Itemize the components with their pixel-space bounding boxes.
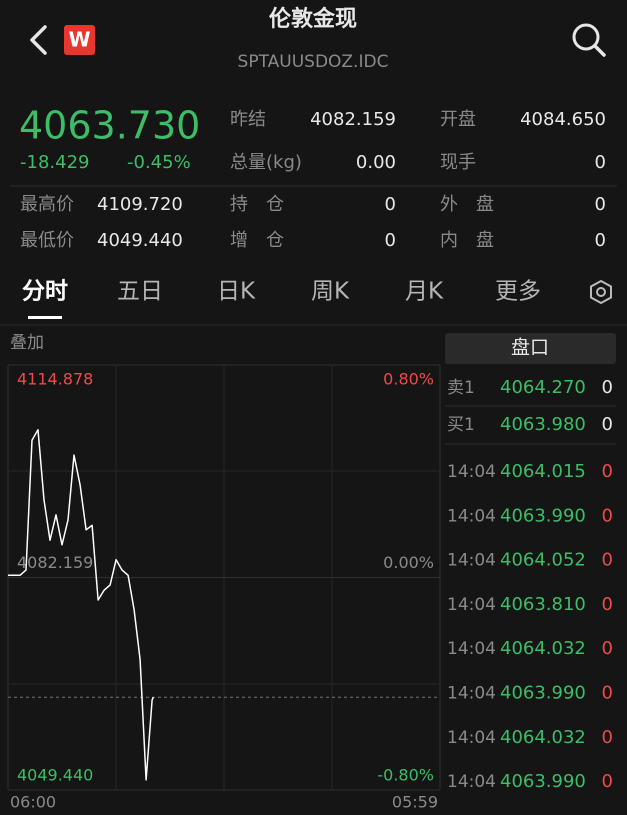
tab[interactable]: 日K [217, 279, 256, 305]
price-change: -18.429 [20, 152, 89, 173]
tab[interactable]: 月K [405, 279, 444, 305]
search-button[interactable] [572, 23, 606, 57]
back-button[interactable] [30, 25, 47, 55]
price-change-pct: -0.45% [127, 152, 191, 173]
trade-time: 14:04 [447, 595, 496, 615]
trade-time: 14:04 [447, 684, 496, 704]
trade-volume: 0 [602, 727, 613, 748]
y-tick-label: 4114.878 [17, 370, 93, 389]
tab-indicator [28, 316, 62, 319]
trade-price: 4064.015 [500, 461, 586, 482]
settings-icon [590, 279, 612, 305]
trade-price: 4063.990 [500, 683, 586, 704]
trade-time: 14:04 [447, 639, 496, 659]
settings-button[interactable] [590, 279, 612, 305]
logo-text: W [68, 28, 90, 52]
trade-volume: 0 [602, 683, 613, 704]
stat-value: 0 [385, 230, 396, 251]
y-tick-label: 4049.440 [17, 766, 93, 785]
book-label: 卖1 [447, 378, 475, 398]
trade-price: 4063.810 [500, 594, 586, 615]
stat-value: 0 [595, 152, 606, 173]
stat-label: 开盘 [440, 109, 476, 130]
search-icon [593, 44, 606, 57]
stat-value: 0 [595, 230, 606, 251]
stat-value: 0 [385, 194, 396, 215]
book-label: 买1 [447, 415, 475, 435]
trade-volume: 0 [602, 771, 613, 792]
trade-volume: 0 [602, 594, 613, 615]
book-price: 4063.980 [500, 414, 586, 435]
trade-time: 14:04 [447, 551, 496, 571]
trade-price: 4063.990 [500, 771, 586, 792]
stat-value: 0 [595, 194, 606, 215]
y2-tick-label: 0.80% [383, 370, 434, 389]
book-volume: 0 [602, 414, 613, 435]
book-price: 4064.270 [500, 377, 586, 398]
stat-label: 最高价 [20, 194, 74, 215]
x-tick-label: 05:59 [392, 793, 438, 812]
y2-tick-label: 0.00% [383, 553, 434, 572]
trade-time: 14:04 [447, 506, 496, 526]
stat-label: 外 盘 [440, 194, 494, 215]
stat-value: 4082.159 [310, 109, 396, 130]
trade-volume: 0 [602, 638, 613, 659]
trade-time: 14:04 [447, 728, 496, 748]
stat-value: 0.00 [356, 152, 396, 173]
overlay-button[interactable]: 叠加 [10, 333, 44, 353]
stat-label: 现手 [440, 152, 476, 173]
trade-price: 4064.052 [500, 550, 586, 571]
tab[interactable]: 更多 [495, 279, 541, 305]
trade-volume: 0 [602, 461, 613, 482]
y-tick-label: 4082.159 [17, 553, 93, 572]
x-tick-label: 06:00 [10, 793, 56, 812]
stat-label: 增 仓 [230, 230, 284, 251]
stat-label: 持 仓 [230, 194, 284, 215]
stat-value: 4049.440 [97, 230, 183, 251]
trade-time: 14:04 [447, 772, 496, 792]
settings-icon [596, 287, 606, 297]
stat-value: 4109.720 [97, 194, 183, 215]
trade-volume: 0 [602, 505, 613, 526]
trade-volume: 0 [602, 550, 613, 571]
page-title: 伦敦金现 [269, 6, 357, 32]
stat-label: 最低价 [20, 230, 74, 251]
order-book-title[interactable]: 盘口 [511, 337, 549, 359]
stat-label: 昨结 [230, 109, 266, 130]
search-icon [572, 23, 600, 51]
book-volume: 0 [602, 377, 613, 398]
trade-price: 4064.032 [500, 727, 586, 748]
tab[interactable]: 周K [311, 279, 350, 305]
stat-value: 4084.650 [520, 109, 606, 130]
logo-icon [64, 25, 95, 55]
stat-label: 内 盘 [440, 230, 494, 251]
trade-price: 4063.990 [500, 505, 586, 526]
y2-tick-label: -0.80% [377, 766, 434, 785]
tab[interactable]: 五日 [117, 279, 163, 305]
tab[interactable]: 分时 [22, 279, 68, 305]
page-subtitle: SPTAUUSDOZ.IDC [238, 52, 389, 72]
stat-label: 总量(kg) [230, 152, 302, 173]
order-book-tab[interactable] [445, 333, 616, 364]
price-line [8, 429, 154, 781]
last-price: 4063.730 [19, 104, 200, 148]
trade-time: 14:04 [447, 462, 496, 482]
trade-price: 4064.032 [500, 638, 586, 659]
